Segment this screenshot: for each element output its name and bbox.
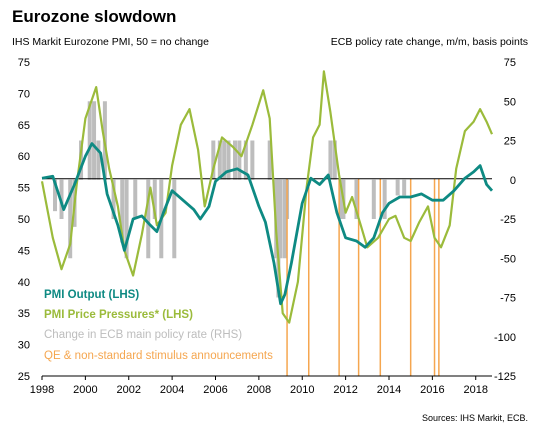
policy-rate-bar xyxy=(278,179,283,259)
legend: PMI Output (LHS) PMI Price Pressures* (LH… xyxy=(44,289,273,362)
policy-rate-bar xyxy=(111,179,116,219)
qe-markers xyxy=(286,178,440,376)
x-tick-label: 2012 xyxy=(333,384,357,396)
policy-rate-bar xyxy=(332,140,337,180)
x-tick-label: 2010 xyxy=(290,384,314,396)
chart-title: Eurozone slowdown xyxy=(12,7,176,26)
legend-entry: PMI Price Pressures* (LHS) xyxy=(44,309,193,321)
policy-rate-bar xyxy=(79,140,84,180)
policy-rate-bar xyxy=(172,179,177,259)
left-tick-label: 45 xyxy=(18,245,30,257)
x-tick-label: 2008 xyxy=(247,384,271,396)
left-tick-label: 60 xyxy=(18,151,30,163)
x-tick-label: 2004 xyxy=(160,384,184,396)
left-tick-label: 65 xyxy=(18,120,30,132)
policy-rate-bar xyxy=(96,140,101,180)
policy-rate-bar xyxy=(354,179,359,219)
x-tick-label: 2016 xyxy=(420,384,444,396)
right-tick-label: 25 xyxy=(504,136,516,148)
policy-rate-bar xyxy=(152,179,157,219)
policy-rate-bar xyxy=(53,179,58,212)
axes: 75 70 65 60 55 50 45 40 35 30 25 75 50 25 0 -25 -50 -75 -1… xyxy=(18,57,516,396)
left-tick-label: 70 xyxy=(18,88,30,100)
left-tick-label: 40 xyxy=(18,277,30,289)
source-note: Sources: IHS Markit, ECB. xyxy=(422,413,528,423)
right-tick-label: -100 xyxy=(494,332,516,344)
legend-entry: QE & non-standard stimulus announcements xyxy=(44,350,273,362)
right-tick-label: -75 xyxy=(500,293,516,305)
policy-rate-bar xyxy=(328,140,333,180)
policy-rate-bar xyxy=(237,140,242,180)
policy-rate-bar xyxy=(133,179,138,219)
policy-rate-bar xyxy=(146,179,151,259)
right-tick-label: 50 xyxy=(504,96,516,108)
left-tick-label: 55 xyxy=(18,183,30,195)
x-tick-label: 2002 xyxy=(117,384,141,396)
left-tick-label: 25 xyxy=(18,371,30,383)
policy-rate-bar xyxy=(276,179,281,298)
right-tick-label: 0 xyxy=(510,175,516,187)
policy-rate-bar xyxy=(222,140,227,180)
x-tick-label: 1998 xyxy=(30,384,54,396)
x-tick-label: 2006 xyxy=(203,384,227,396)
left-axis-title: IHS Markit Eurozone PMI, 50 = no change xyxy=(12,36,209,48)
policy-rate-bar xyxy=(243,140,248,180)
legend-entry: PMI Output (LHS) xyxy=(44,289,139,301)
policy-rate-bar xyxy=(395,179,400,196)
policy-rate-bar xyxy=(282,179,287,259)
right-tick-label: -25 xyxy=(500,214,516,226)
legend-entry: Change in ECB main policy rate (RHS) xyxy=(44,329,242,341)
right-tick-label: -125 xyxy=(494,371,516,383)
left-tick-label: 75 xyxy=(18,57,30,69)
policy-rate-bar xyxy=(382,179,387,219)
series-lines xyxy=(40,70,494,324)
policy-rate-bar xyxy=(339,179,344,219)
policy-rate-bar xyxy=(267,140,272,180)
x-tick-label: 2014 xyxy=(377,384,401,396)
policy-rate-bar xyxy=(211,140,216,180)
policy-rate-bar xyxy=(92,101,97,180)
x-tick-label: 2000 xyxy=(73,384,97,396)
right-axis-title: ECB policy rate change, m/m, basis point… xyxy=(331,36,528,48)
policy-rate-bar xyxy=(120,179,125,243)
policy-rate-bar xyxy=(402,179,407,196)
policy-rate-bar xyxy=(217,140,222,180)
left-tick-label: 30 xyxy=(18,340,30,352)
policy-rate-bar xyxy=(87,101,92,180)
policy-rate-bar xyxy=(68,179,73,259)
policy-rate-bar xyxy=(124,179,129,259)
policy-rate-bar xyxy=(371,179,376,219)
x-tick-label: 2018 xyxy=(463,384,487,396)
right-tick-label: 75 xyxy=(504,57,516,69)
left-tick-label: 50 xyxy=(18,214,30,226)
left-tick-label: 35 xyxy=(18,308,30,320)
policy-rate-bar xyxy=(226,140,231,180)
pmi-output-line xyxy=(41,142,494,306)
policy-rate-bar xyxy=(233,140,238,180)
right-tick-label: -50 xyxy=(500,253,516,265)
price-pressures-line xyxy=(40,70,494,324)
policy-rate-bar xyxy=(250,140,255,180)
